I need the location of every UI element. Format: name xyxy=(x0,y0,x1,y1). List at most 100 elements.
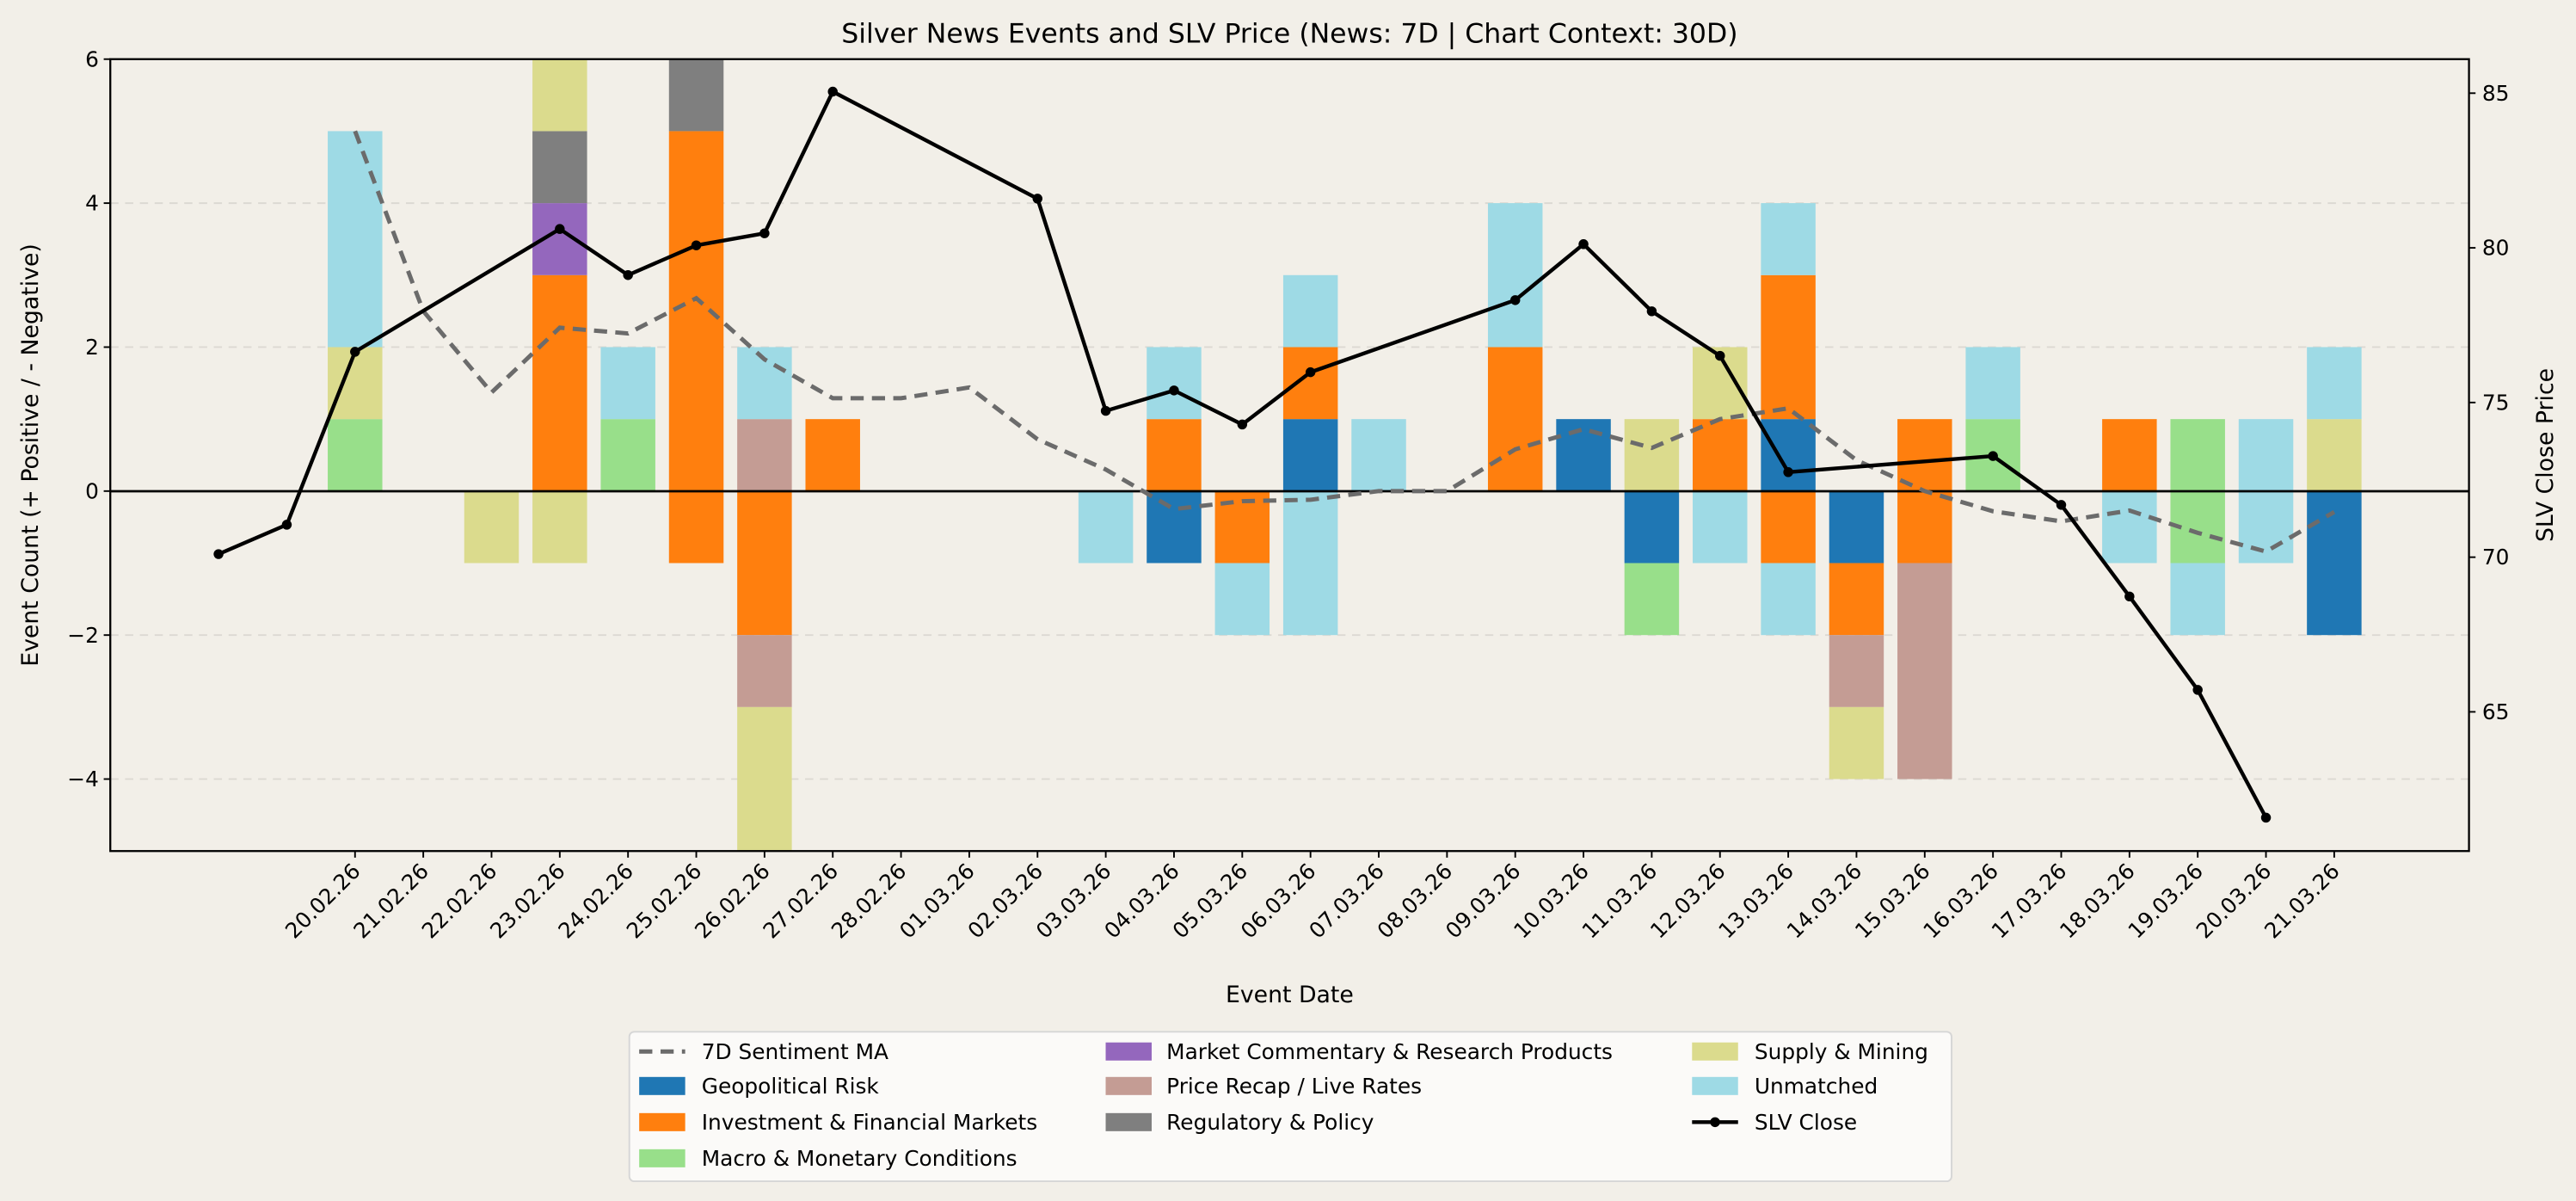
legend-marker-slv-close xyxy=(1710,1117,1720,1128)
bar-supply-mining xyxy=(1624,419,1680,491)
bar-investment-financial-markets xyxy=(668,131,724,491)
legend-label-geopolitical-risk: Geopolitical Risk xyxy=(702,1074,880,1099)
legend-label-macro-monetary-conditions: Macro & Monetary Conditions xyxy=(702,1146,1017,1171)
bar-unmatched-negative xyxy=(1214,563,1270,636)
slv-close-point xyxy=(1169,385,1179,396)
bar-investment-financial-markets xyxy=(2102,419,2157,491)
slv-close-point xyxy=(2260,812,2272,823)
bar-investment-financial-markets-negative xyxy=(1829,563,1884,636)
bar-supply-mining-negative xyxy=(737,706,792,852)
slv-close-point xyxy=(1509,295,1521,305)
bar-regulatory-policy xyxy=(668,59,724,132)
bar-geopolitical-risk-negative xyxy=(2307,490,2362,636)
legend-label-slv-close: SLV Close xyxy=(1755,1110,1857,1135)
slv-close-point xyxy=(1715,350,1725,361)
slv-close-point xyxy=(555,224,565,234)
bar-unmatched-negative xyxy=(2170,563,2225,636)
y2-tick-label: 75 xyxy=(2482,390,2510,415)
bar-supply-mining-negative xyxy=(532,490,587,564)
bar-supply-mining xyxy=(328,347,383,420)
y-tick-label: −2 xyxy=(67,623,99,648)
bar-price-recap-live-rates-negative xyxy=(1897,563,1952,779)
slv-close-point xyxy=(213,549,224,559)
legend-label-unmatched: Unmatched xyxy=(1755,1074,1878,1099)
slv-close-point xyxy=(281,520,292,530)
legend-swatch-unmatched xyxy=(1692,1076,1738,1095)
bar-investment-financial-markets-negative xyxy=(1761,490,1816,564)
legend-label-investment-financial-markets: Investment & Financial Markets xyxy=(702,1110,1037,1135)
bar-macro-monetary-conditions xyxy=(600,419,655,491)
bar-investment-financial-markets xyxy=(1147,419,1202,491)
slv-close-point xyxy=(1305,366,1316,378)
bar-investment-financial-markets-negative xyxy=(737,490,792,636)
y-axis-label: Event Count (+ Positive / - Negative) xyxy=(17,243,44,667)
y-tick-label: 4 xyxy=(85,191,99,216)
bar-unmatched xyxy=(2238,419,2294,491)
legend-label-regulatory-policy: Regulatory & Policy xyxy=(1166,1110,1374,1135)
legend-swatch-market-commentary-research-products xyxy=(1105,1042,1152,1061)
legend-swatch-supply-mining xyxy=(1692,1042,1738,1061)
sentiment-ma-line xyxy=(353,130,2336,554)
slv-close-point xyxy=(827,86,838,97)
y-tick-label: 2 xyxy=(85,335,99,360)
bar-supply-mining xyxy=(532,59,587,132)
bars xyxy=(328,59,2362,852)
bar-regulatory-policy xyxy=(532,131,587,204)
legend: 7D Sentiment MA Geopolitical Risk Investme… xyxy=(628,1031,1952,1183)
bar-investment-financial-markets xyxy=(1897,419,1952,491)
slv-close-point xyxy=(2192,685,2203,695)
bar-macro-monetary-conditions-negative xyxy=(1624,563,1680,636)
bar-geopolitical-risk xyxy=(1556,419,1611,491)
legend-swatch-regulatory-policy xyxy=(1105,1112,1152,1131)
y-tick-label: −4 xyxy=(67,767,99,791)
bar-unmatched xyxy=(2307,347,2362,420)
bar-supply-mining-negative xyxy=(1829,706,1884,779)
slv-close-point xyxy=(2124,591,2135,602)
chart-title: Silver News Events and SLV Price (News: … xyxy=(841,19,1737,50)
bar-investment-financial-markets-negative xyxy=(668,490,724,564)
slv-close-point xyxy=(759,228,770,238)
bar-investment-financial-markets xyxy=(1693,419,1748,491)
y-axis-right: 85 80 75 70 65 xyxy=(2468,81,2510,724)
bar-unmatched xyxy=(1282,274,1338,348)
bar-unmatched xyxy=(1761,203,1816,275)
bar-investment-financial-markets-negative xyxy=(1897,490,1952,564)
legend-label-market-commentary-research-products: Market Commentary & Research Products xyxy=(1166,1039,1613,1064)
slv-close-point xyxy=(1578,239,1589,249)
slv-close-point xyxy=(1988,451,1998,461)
bar-investment-financial-markets xyxy=(1282,347,1338,420)
bar-geopolitical-risk xyxy=(1761,419,1816,491)
x-axis-label: Event Date xyxy=(1226,982,1354,1008)
bar-unmatched xyxy=(1147,347,1202,420)
slv-close-point xyxy=(691,240,702,250)
bar-unmatched xyxy=(1965,347,2020,420)
slv-close-point xyxy=(1646,306,1657,317)
slv-close-point xyxy=(1100,405,1111,416)
legend-swatch-investment-financial-markets xyxy=(639,1112,685,1131)
bar-macro-monetary-conditions xyxy=(328,419,383,491)
slv-close-point xyxy=(1783,467,1793,477)
bar-unmatched-negative xyxy=(2102,490,2157,564)
bar-unmatched-negative xyxy=(1282,490,1338,636)
y2-tick-label: 65 xyxy=(2482,699,2510,724)
bar-investment-financial-markets xyxy=(532,274,587,491)
bar-price-recap-live-rates-negative xyxy=(737,635,792,707)
bar-unmatched-negative xyxy=(1761,563,1816,636)
bar-investment-financial-markets xyxy=(805,419,860,491)
bar-unmatched-negative xyxy=(1078,490,1134,564)
y2-tick-label: 70 xyxy=(2482,545,2510,570)
y-tick-label: 0 xyxy=(85,478,99,503)
legend-swatch-macro-monetary-conditions xyxy=(639,1149,685,1167)
bar-macro-monetary-conditions xyxy=(2170,419,2225,491)
legend-box xyxy=(628,1031,1952,1183)
legend-swatch-price-recap-live-rates xyxy=(1105,1076,1152,1095)
bar-investment-financial-markets xyxy=(1487,347,1543,491)
slv-close-point xyxy=(350,347,360,357)
bar-geopolitical-risk-negative xyxy=(1829,490,1884,564)
y2-tick-label: 85 xyxy=(2482,81,2510,106)
y-tick-label: 6 xyxy=(85,46,99,71)
slv-close-point xyxy=(1237,419,1248,430)
y-axis-left: 6 4 2 0 −2 −4 xyxy=(67,46,111,791)
bar-unmatched-negative xyxy=(2238,490,2294,564)
